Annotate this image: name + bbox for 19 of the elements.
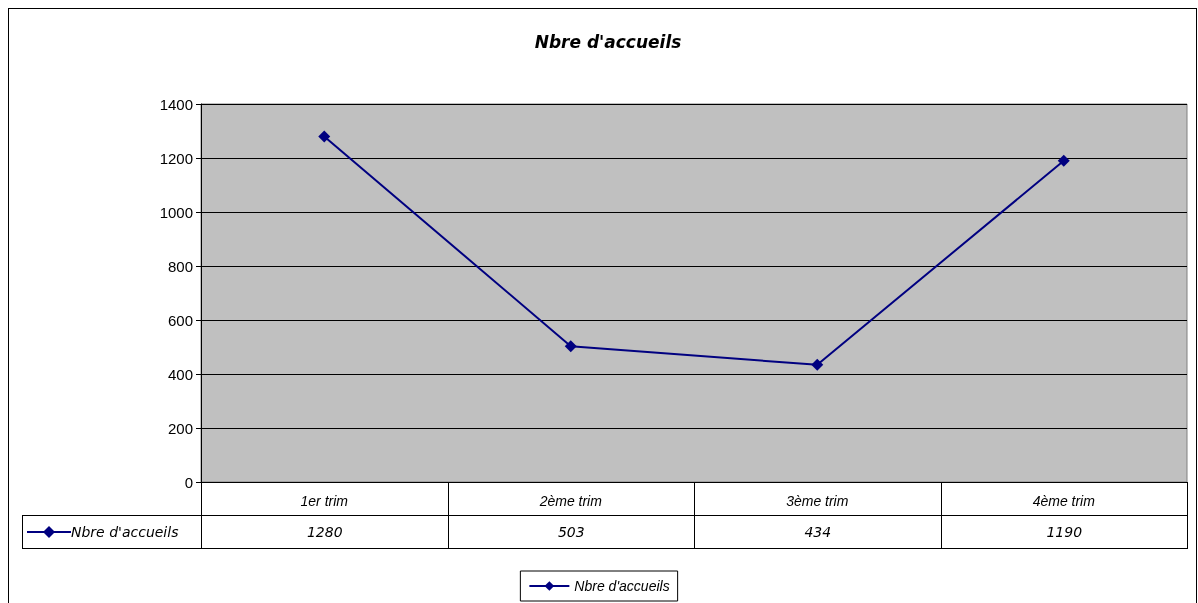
y-tick-label: 600 — [167, 311, 193, 329]
data-label: 1280 — [201, 515, 449, 549]
x-tick-label: 2ème trim — [538, 493, 603, 509]
x-tick-label: 3ème trim — [786, 493, 849, 509]
chart-title: Nbre d'accueils — [534, 31, 682, 52]
y-tick-label: 1200 — [159, 149, 193, 167]
y-tick-label: 0 — [184, 473, 193, 491]
y-tick-label: 200 — [167, 419, 193, 437]
data-label: 1190 — [940, 515, 1188, 549]
text: Nbre d'accueils — [71, 524, 179, 540]
legend-label: Nbre d'accueils — [574, 578, 670, 594]
y-tick-label: 1400 — [159, 95, 193, 113]
y-tick-label: 800 — [167, 257, 193, 275]
y-tick-label: 400 — [167, 365, 193, 383]
y-tick-label: 1000 — [159, 203, 193, 221]
x-tick-label: 1er trim — [300, 493, 349, 509]
data-label: 503 — [447, 515, 695, 549]
data-label: 434 — [694, 515, 942, 549]
x-tick-label: 4ème trim — [1032, 493, 1096, 509]
